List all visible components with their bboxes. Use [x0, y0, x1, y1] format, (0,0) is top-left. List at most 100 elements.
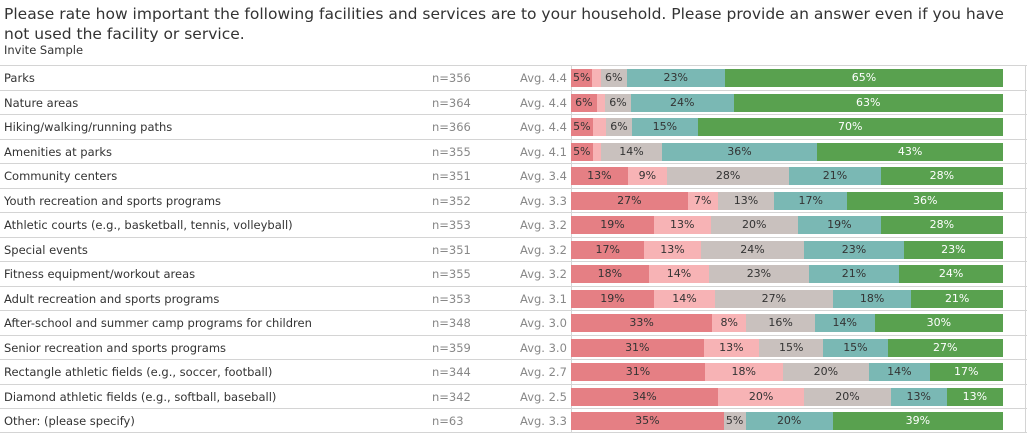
bar-segment-5: 36%	[847, 191, 1003, 210]
row-avg: Avg. 3.4	[520, 169, 567, 183]
chart-title: Please rate how important the following …	[4, 5, 1004, 43]
bar-segment-2: 8%	[712, 314, 747, 332]
row-avg: Avg. 4.1	[520, 144, 567, 159]
row-n: n=359	[432, 340, 471, 355]
row-label: Fitness equipment/workout areas	[4, 267, 196, 281]
bar-segment-3: 20%	[710, 216, 798, 234]
row-n: n=355	[432, 144, 471, 159]
bar-segment-5: 63%	[733, 93, 1003, 112]
table-row: Parks n=356 Avg. 4.4 5% 6% 23% 65%	[0, 65, 1027, 90]
row-avg: Avg. 2.5	[520, 389, 567, 404]
row-avg: Avg. 4.4	[520, 95, 567, 110]
row-n: n=342	[432, 389, 471, 404]
stacked-bar: 18% 14% 23% 21% 24%	[571, 265, 1026, 283]
bar-segment-1: 33%	[571, 314, 713, 332]
table-row: Other: (please specify) n=63 Avg. 3.3 35% 5%…	[0, 408, 1027, 433]
bar-segment-1: 13%	[571, 167, 628, 185]
bar-segment-4: 14%	[814, 314, 875, 332]
bar-segment-3: 6%	[605, 93, 631, 112]
bar-segment-1: 19%	[571, 289, 654, 308]
row-label: Athletic courts (e.g., basketball, tenni…	[4, 218, 293, 232]
table-row: Athletic courts (e.g., basketball, tenni…	[0, 212, 1027, 237]
row-n: n=353	[432, 291, 471, 306]
bar-segment-5: 30%	[874, 314, 1003, 332]
stacked-bar: 17% 13% 24% 23% 23%	[571, 240, 1026, 259]
bar-segment-3: 23%	[709, 265, 809, 283]
stacked-bar: 27% 7% 13% 17% 36%	[571, 191, 1026, 210]
bar-segment-3: 5%	[723, 412, 746, 430]
row-avg: Avg. 3.0	[520, 340, 567, 355]
bar-segment-1: 18%	[571, 265, 649, 283]
bar-segment-3: 6%	[600, 69, 627, 87]
bar-segment-1: 5%	[571, 69, 593, 87]
row-n: n=351	[432, 242, 471, 257]
row-label: Rectangle athletic fields (e.g., soccer,…	[4, 365, 273, 379]
stacked-bar: 5% 6% 23% 65%	[571, 69, 1026, 87]
bar-segment-3: 27%	[715, 289, 833, 308]
bar-segment-1: 17%	[571, 240, 645, 259]
table-row: Nature areas n=364 Avg. 4.4 6% 6% 24% 63%	[0, 89, 1027, 114]
bar-segment-4: 21%	[808, 265, 900, 283]
bar-segment-3: 6%	[605, 118, 633, 136]
row-label: Hiking/walking/running paths	[4, 120, 173, 134]
bar-segment-5: 13%	[946, 387, 1003, 406]
bar-segment-4: 19%	[797, 216, 881, 234]
row-n: n=351	[432, 169, 471, 183]
bar-segment-2: 9%	[627, 167, 667, 185]
row-label: Amenities at parks	[4, 144, 112, 159]
table-row: Amenities at parks n=355 Avg. 4.1 5% 14% 36% 4…	[0, 138, 1027, 163]
bar-segment-2: 18%	[704, 363, 783, 381]
chart-rows: Parks n=356 Avg. 4.4 5% 6% 23% 65% Nature areas…	[0, 65, 1027, 433]
bar-segment-3: 24%	[700, 240, 805, 259]
bar-segment-2	[592, 69, 601, 87]
bar-segment-2: 7%	[687, 191, 718, 210]
bar-segment-4: 14%	[869, 363, 930, 381]
bar-segment-2	[592, 142, 602, 161]
bar-segment-4: 23%	[626, 69, 725, 87]
bar-segment-5: 21%	[911, 289, 1003, 308]
stacked-bar: 6% 6% 24% 63%	[571, 93, 1026, 112]
row-label: Youth recreation and sports programs	[4, 193, 222, 208]
table-row: Senior recreation and sports programs n=3…	[0, 334, 1027, 359]
bar-segment-2	[596, 93, 606, 112]
row-avg: Avg. 4.4	[520, 120, 567, 134]
bar-segment-3: 20%	[804, 387, 891, 406]
row-avg: Avg. 3.1	[520, 291, 567, 306]
bar-segment-2: 13%	[703, 338, 760, 357]
row-n: n=366	[432, 120, 471, 134]
bar-segment-4: 17%	[774, 191, 848, 210]
row-avg: Avg. 4.4	[520, 71, 567, 85]
stacked-bar: 31% 18% 20% 14% 17%	[571, 363, 1026, 381]
bar-segment-2: 20%	[717, 387, 805, 406]
bar-segment-5: 17%	[929, 363, 1003, 381]
stacked-bar: 19% 13% 20% 19% 28%	[571, 216, 1026, 234]
row-n: n=63	[432, 414, 464, 428]
bar-segment-1: 31%	[571, 363, 705, 381]
bar-segment-4: 36%	[661, 142, 818, 161]
row-n: n=348	[432, 316, 471, 330]
bar-segment-4: 18%	[832, 289, 912, 308]
bar-segment-1: 34%	[571, 387, 718, 406]
row-label: Special events	[4, 242, 88, 257]
row-avg: Avg. 3.3	[520, 414, 567, 428]
bar-segment-4: 15%	[823, 338, 888, 357]
row-avg: Avg. 3.2	[520, 242, 567, 257]
stacked-bar: 33% 8% 16% 14% 30%	[571, 314, 1026, 332]
row-label: Senior recreation and sports programs	[4, 340, 227, 355]
bar-segment-5: 28%	[880, 167, 1003, 185]
bar-segment-4: 20%	[745, 412, 833, 430]
table-row: Youth recreation and sports programs n=35…	[0, 187, 1027, 212]
bar-segment-3: 28%	[667, 167, 790, 185]
row-label: Other: (please specify)	[4, 414, 135, 428]
bar-segment-3: 13%	[717, 191, 775, 210]
stacked-bar: 35% 5% 20% 39%	[571, 412, 1026, 430]
bar-segment-3: 15%	[759, 338, 824, 357]
chart-right-border	[1025, 65, 1026, 433]
bar-segment-1: 5%	[571, 142, 593, 161]
table-row: Special events n=351 Avg. 3.2 17% 13% 24% 23% 2…	[0, 236, 1027, 261]
row-label: Nature areas	[4, 95, 79, 110]
row-n: n=355	[432, 267, 471, 281]
table-row: Rectangle athletic fields (e.g., soccer,…	[0, 359, 1027, 384]
bar-segment-1: 5%	[571, 118, 593, 136]
row-avg: Avg. 2.7	[520, 365, 567, 379]
